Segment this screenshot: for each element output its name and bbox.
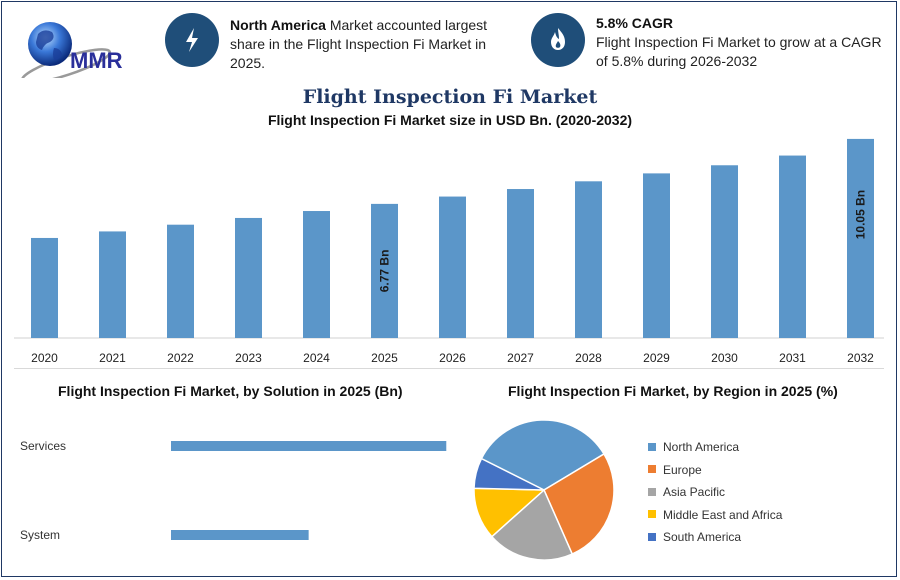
x-tick-label: 2024 bbox=[303, 351, 330, 365]
pie-slice-south-america bbox=[473, 457, 545, 491]
x-tick-label: 2030 bbox=[711, 351, 738, 365]
logo-text: MMR bbox=[70, 48, 123, 73]
bar-2025 bbox=[371, 203, 398, 338]
legend-swatch bbox=[648, 510, 656, 519]
bar-2023 bbox=[235, 217, 262, 338]
flame-icon bbox=[551, 28, 565, 50]
legend-label: North America bbox=[663, 440, 740, 454]
bar-2029 bbox=[643, 173, 670, 338]
hbar-services bbox=[171, 441, 447, 451]
bar-2026 bbox=[439, 196, 466, 338]
main-title: Flight Inspection Fi Market bbox=[302, 86, 598, 108]
legend-swatch bbox=[648, 442, 656, 451]
x-tick-label: 2029 bbox=[643, 351, 670, 365]
x-tick-label: 2032 bbox=[847, 351, 874, 365]
x-tick-label: 2026 bbox=[439, 351, 466, 365]
legend-item-south-america: South America bbox=[648, 530, 741, 544]
info-card-2-badge bbox=[531, 13, 585, 67]
info-card-1-badge bbox=[165, 13, 219, 67]
section-divider bbox=[14, 368, 884, 369]
legend-item-asia-pacific: Asia Pacific bbox=[648, 485, 725, 499]
x-tick-label: 2025 bbox=[371, 351, 398, 365]
x-tick-label: 2021 bbox=[99, 351, 126, 365]
pie-slice-asia-pacific bbox=[490, 488, 574, 561]
bar-2027 bbox=[507, 189, 534, 338]
legend-item-europe: Europe bbox=[648, 463, 702, 477]
region-chart-title: Flight Inspection Fi Market, by Region i… bbox=[508, 383, 838, 399]
x-tick-label: 2020 bbox=[31, 351, 58, 365]
x-tick-label: 2031 bbox=[779, 351, 806, 365]
legend-label: Middle East and Africa bbox=[663, 507, 783, 522]
bar-2020 bbox=[31, 237, 58, 338]
bar-2031 bbox=[779, 155, 806, 338]
info-card-2-text: 5.8% CAGR Flight Inspection Fi Market to … bbox=[596, 15, 882, 69]
x-tick-label: 2023 bbox=[235, 351, 262, 365]
bar-2022 bbox=[167, 224, 194, 338]
bar-2032 bbox=[847, 138, 874, 338]
bar-2024 bbox=[303, 211, 330, 338]
bar-2021 bbox=[99, 231, 126, 338]
bar-data-label: 6.77 Bn bbox=[378, 250, 392, 293]
solution-chart-title: Flight Inspection Fi Market, by Solution… bbox=[58, 383, 403, 399]
region-pie-chart bbox=[473, 419, 615, 561]
legend-swatch bbox=[648, 532, 656, 541]
market-size-bar-chart: 2020 2021 2022 2023 2024 2025 2026 2027 2028 2029… bbox=[14, 138, 884, 365]
x-tick-label: 2028 bbox=[575, 351, 602, 365]
pie-slice-north-america bbox=[480, 419, 606, 491]
legend-swatch bbox=[648, 487, 656, 496]
bar-chart-title: Flight Inspection Fi Market size in USD … bbox=[267, 112, 633, 128]
bar-2028 bbox=[575, 181, 602, 338]
info-card-1-text: North America Market accounted largest s… bbox=[230, 17, 488, 71]
legend-swatch bbox=[648, 465, 656, 474]
x-tick-label: 2022 bbox=[167, 351, 194, 365]
legend-label: South America bbox=[663, 530, 742, 544]
lightning-icon bbox=[186, 28, 198, 52]
solution-bar-chart: Services System bbox=[20, 439, 447, 542]
mmr-logo: MMR bbox=[16, 16, 136, 84]
hbar-label: Services bbox=[20, 439, 66, 453]
hbar-system bbox=[171, 530, 309, 540]
legend-label: Asia Pacific bbox=[663, 485, 726, 499]
x-tick-label: 2027 bbox=[507, 351, 534, 365]
legend-item-middle-east-and-africa: Middle East and Africa bbox=[648, 508, 782, 522]
bar-data-label: 10.05 Bn bbox=[854, 190, 868, 239]
legend-item-north-america: North America bbox=[648, 440, 739, 454]
bar-2030 bbox=[711, 165, 738, 338]
legend-label: Europe bbox=[663, 462, 702, 477]
hbar-label: System bbox=[20, 528, 60, 542]
